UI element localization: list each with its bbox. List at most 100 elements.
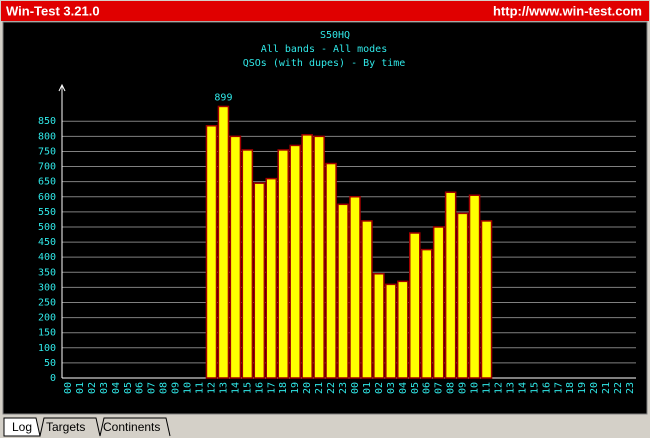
x-tick-label: 23: [338, 382, 349, 394]
y-tick-label: 700: [38, 162, 56, 173]
bar: [265, 177, 278, 379]
y-tick-label: 150: [38, 328, 56, 339]
x-tick-label: 20: [589, 382, 600, 394]
y-tick-label: 400: [38, 252, 56, 263]
x-tick-label: 12: [493, 382, 504, 394]
bar: [373, 273, 385, 379]
title-bar: [1, 1, 649, 21]
x-tick-label: 21: [314, 382, 325, 394]
x-tick-label: 16: [541, 382, 552, 394]
y-tick-label: 450: [38, 237, 56, 248]
x-tick-label: 19: [290, 382, 301, 394]
bar: [313, 135, 325, 379]
y-tick-label: 750: [38, 146, 56, 157]
bar: [241, 149, 254, 379]
tab[interactable]: Continents: [103, 420, 160, 434]
chart-subtitle: All bands - All modes: [261, 44, 387, 55]
x-tick-label: 18: [565, 382, 576, 394]
y-tick-label: 800: [38, 131, 56, 142]
tab-outline: [39, 417, 171, 437]
x-tick-label: 22: [613, 382, 624, 394]
x-tick-label: 13: [218, 382, 229, 394]
bar: [480, 220, 493, 379]
y-tick-label: 500: [38, 222, 56, 233]
x-tick-label: 05: [410, 382, 421, 394]
y-tick-label: 300: [38, 282, 56, 293]
x-tick-label: 10: [470, 382, 481, 394]
x-tick-label: 23: [625, 382, 636, 394]
x-tick-label: 11: [195, 382, 206, 394]
bar: [229, 135, 242, 379]
y-tick-label: 50: [44, 358, 56, 369]
x-tick-label: 00: [350, 382, 361, 394]
x-tick-label: 00: [63, 382, 74, 394]
x-tick-label: 03: [99, 382, 110, 394]
y-tick-label: 650: [38, 177, 56, 188]
y-tick-label: 350: [38, 267, 56, 278]
x-tick-label: 03: [386, 382, 397, 394]
x-tick-label: 04: [398, 382, 409, 394]
bar: [301, 134, 313, 379]
x-tick-label: 08: [159, 382, 170, 394]
x-tick-label: 17: [266, 382, 277, 394]
y-tick-label: 200: [38, 313, 56, 324]
bar: [468, 194, 481, 379]
chart-area: [2, 21, 648, 415]
x-tick-label: 02: [87, 382, 98, 394]
bar: [361, 220, 373, 379]
bar: [432, 226, 445, 379]
data-label: 899: [214, 92, 232, 103]
x-tick-label: 14: [230, 382, 241, 394]
x-tick-label: 21: [601, 382, 612, 394]
app-title: Win-Test 3.21.0: [6, 3, 100, 18]
x-tick-label: 15: [242, 382, 253, 394]
bar: [217, 105, 230, 379]
x-tick-label: 06: [422, 382, 433, 394]
x-tick-label: 19: [577, 382, 588, 394]
bar: [385, 283, 397, 379]
x-tick-label: 06: [135, 382, 146, 394]
y-tick-label: 850: [38, 116, 56, 127]
tab[interactable]: Targets: [46, 420, 85, 434]
x-tick-label: 07: [434, 382, 445, 394]
bar: [325, 162, 337, 379]
bar: [289, 144, 301, 379]
x-tick-label: 09: [171, 382, 182, 394]
bar: [456, 212, 469, 379]
x-tick-label: 04: [111, 382, 122, 394]
bar: [397, 280, 409, 379]
x-tick-label: 15: [529, 382, 540, 394]
x-tick-label: 17: [553, 382, 564, 394]
bar: [408, 232, 421, 379]
app-url: http://www.win-test.com: [493, 3, 642, 18]
x-tick-label: 09: [458, 382, 469, 394]
tab[interactable]: Log: [12, 420, 32, 434]
bar: [349, 196, 361, 379]
x-tick-label: 01: [75, 382, 86, 394]
y-tick-label: 100: [38, 343, 56, 354]
y-tick-label: 0: [50, 373, 56, 384]
x-tick-label: 01: [362, 382, 373, 394]
x-tick-label: 12: [206, 382, 217, 394]
bar: [444, 191, 457, 379]
y-axis-arrow: [58, 83, 66, 92]
x-tick-label: 05: [123, 382, 134, 394]
x-tick-label: 13: [505, 382, 516, 394]
x-tick-label: 16: [254, 382, 265, 394]
bar: [277, 149, 290, 379]
bar: [337, 203, 349, 379]
x-tick-label: 14: [517, 382, 528, 394]
y-tick-label: 550: [38, 207, 56, 218]
x-tick-label: 20: [302, 382, 313, 394]
x-tick-label: 18: [278, 382, 289, 394]
x-tick-label: 11: [482, 382, 493, 394]
x-tick-label: 22: [326, 382, 337, 394]
y-tick-label: 600: [38, 192, 56, 203]
x-tick-label: 02: [374, 382, 385, 394]
bar: [253, 182, 266, 379]
chart-title: S50HQ: [320, 30, 350, 41]
bar: [420, 248, 433, 379]
x-tick-label: 10: [183, 382, 194, 394]
bar: [205, 125, 218, 379]
